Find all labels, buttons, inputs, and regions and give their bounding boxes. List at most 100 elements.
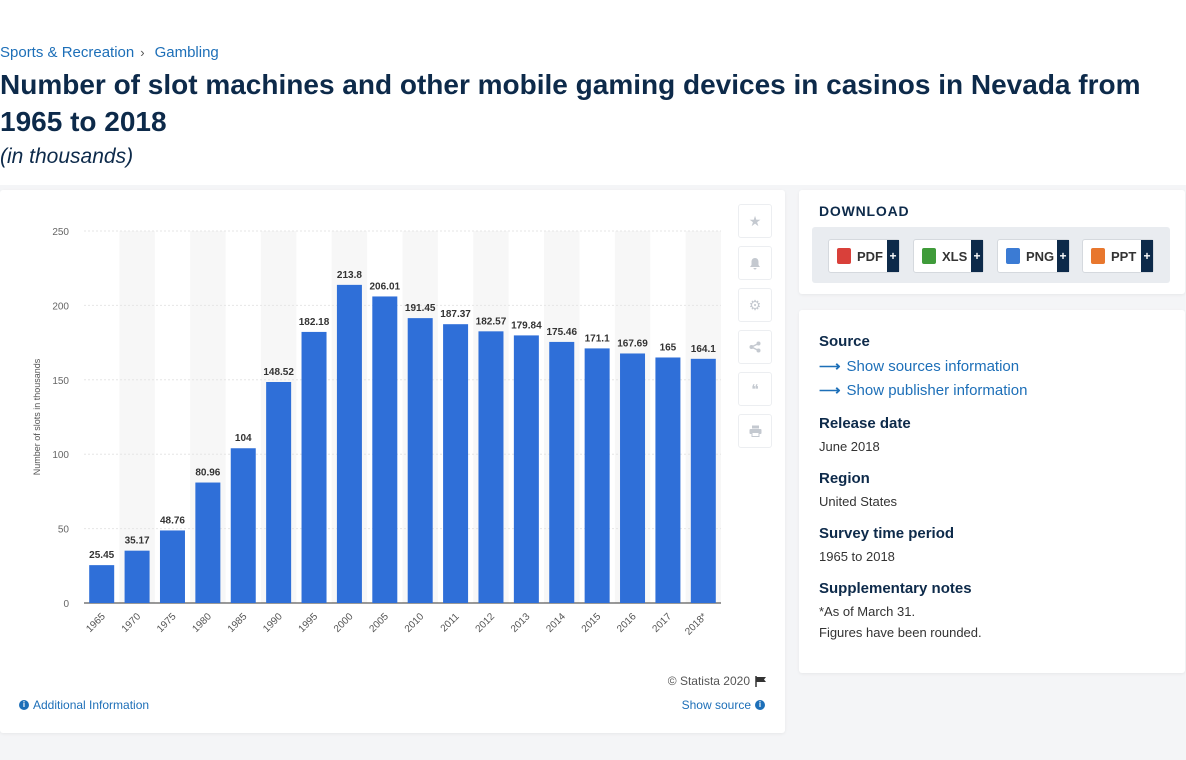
breadcrumb: Sports & Recreation › Gambling [0, 44, 219, 61]
download-card: DOWNLOAD PDF + XLS + PNG + PPT + [799, 190, 1185, 294]
download-xls-label: XLS [942, 248, 968, 264]
x-tick-label: 1980 [190, 611, 214, 635]
region-value: United States [819, 494, 898, 509]
png-file-icon [1006, 248, 1020, 264]
bar [620, 353, 646, 603]
settings-gear-icon[interactable]: ⚙ [738, 288, 772, 322]
bar [549, 341, 575, 603]
bar-value-label: 187.37 [440, 309, 471, 320]
bar-value-label: 25.45 [89, 550, 114, 561]
y-tick-label: 0 [63, 599, 69, 610]
download-ppt-plus[interactable]: + [1141, 240, 1153, 272]
breadcrumb-subcategory-link[interactable]: Gambling [154, 44, 219, 61]
print-icon[interactable] [738, 414, 772, 448]
bar-value-label: 164.1 [691, 344, 716, 355]
bar-value-label: 179.84 [511, 320, 542, 331]
release-date-value: June 2018 [819, 439, 880, 454]
x-tick-label: 1965 [84, 611, 108, 635]
y-axis-label: Number of slots in thousands [32, 358, 42, 475]
download-png-plus[interactable]: + [1057, 240, 1069, 272]
column-shade [119, 231, 155, 603]
cite-quote-icon[interactable]: ❝ [738, 372, 772, 406]
source-heading: Source [819, 333, 870, 350]
x-tick-label: 2012 [474, 611, 498, 635]
bar-value-label: 191.45 [405, 303, 436, 314]
chart-card: 0 50 100 150 200 250 Number of slots in thousa… [0, 190, 785, 733]
supplementary-notes-heading: Supplementary notes [819, 580, 972, 597]
additional-information-label: Additional Information [33, 698, 150, 712]
y-tick-label: 250 [52, 227, 69, 238]
download-xls-plus[interactable]: + [971, 240, 983, 272]
bar [195, 482, 221, 603]
copyright-text: © Statista 2020 [667, 674, 750, 688]
bar-value-label: 35.17 [125, 536, 150, 547]
info-icon: i [19, 700, 29, 710]
bar [513, 335, 539, 603]
y-tick-label: 50 [58, 525, 70, 536]
survey-period-heading: Survey time period [819, 525, 955, 542]
download-pdf-label: PDF [857, 248, 883, 264]
y-tick-label: 200 [52, 301, 69, 312]
flag-icon[interactable] [755, 675, 767, 687]
bar [690, 358, 716, 603]
x-tick-label: 1990 [261, 611, 285, 635]
show-sources-label: Show sources information [846, 357, 1020, 375]
xls-file-icon [922, 248, 936, 264]
download-button-row: PDF + XLS + PNG + PPT + [812, 227, 1170, 283]
favorite-star-icon[interactable]: ★ [738, 204, 772, 238]
x-tick-label: 2015 [580, 611, 604, 635]
download-pdf-plus[interactable]: + [887, 240, 899, 272]
y-tick-label: 100 [52, 450, 69, 461]
breadcrumb-separator: › [140, 45, 145, 60]
breadcrumb-category-link[interactable]: Sports & Recreation [0, 44, 135, 61]
chart-copyright: © Statista 2020 [668, 674, 767, 688]
x-tick-label: 1985 [226, 611, 250, 635]
download-pdf-button[interactable]: PDF + [828, 239, 900, 273]
download-ppt-button[interactable]: PPT + [1082, 239, 1154, 273]
x-tick-label: 2014 [544, 611, 568, 635]
bar-value-label: 171.1 [585, 333, 610, 344]
chart-toolbar: ★ ⚙ ❝ [738, 204, 772, 456]
bar-value-label: 48.76 [160, 515, 185, 526]
download-title: DOWNLOAD [819, 203, 910, 219]
x-tick-label: 2011 [439, 611, 462, 634]
x-tick-label: 2016 [615, 611, 639, 635]
release-date-heading: Release date [819, 415, 911, 432]
page-subtitle: (in thousands) [0, 145, 134, 168]
bar [159, 530, 185, 603]
show-source-link[interactable]: Show source i [682, 698, 765, 712]
supplementary-note-2: Figures have been rounded. [819, 625, 982, 640]
info-icon: i [755, 700, 765, 710]
y-tick-label: 150 [52, 376, 69, 387]
pdf-file-icon [837, 248, 851, 264]
survey-period-value: 1965 to 2018 [819, 549, 895, 564]
bar [584, 348, 610, 603]
bar-value-label: 213.8 [337, 270, 362, 281]
page-header: Sports & Recreation › Gambling Number of… [0, 0, 1186, 185]
download-png-label: PNG [1026, 248, 1055, 264]
x-tick-label: 2010 [403, 611, 427, 635]
additional-information-link[interactable]: i Additional Information [19, 698, 149, 712]
show-publisher-link[interactable]: ⟶ Show publisher information [819, 381, 1027, 400]
x-tick-label: 2018* [683, 611, 709, 637]
page-title: Number of slot machines and other mobile… [0, 69, 1141, 137]
region-heading: Region [819, 470, 870, 487]
supplementary-note-1: *As of March 31. [819, 604, 916, 619]
bar-chart: 0 50 100 150 200 250 Number of slots in thousa… [32, 227, 721, 638]
bar [372, 296, 398, 603]
download-xls-button[interactable]: XLS + [913, 239, 984, 273]
bar [89, 565, 115, 603]
show-source-label: Show source [681, 698, 751, 712]
x-tick-label: 2017 [651, 611, 675, 635]
bar [443, 324, 469, 603]
share-icon[interactable] [738, 330, 772, 364]
notification-bell-icon[interactable] [738, 246, 772, 280]
bar-value-label: 148.52 [263, 367, 294, 378]
arrow-right-icon: ⟶ [819, 358, 841, 375]
bar-value-label: 167.69 [617, 338, 648, 349]
bar-value-label: 165 [660, 342, 677, 353]
download-png-button[interactable]: PNG + [997, 239, 1070, 273]
bar-value-label: 182.57 [476, 316, 507, 327]
show-sources-link[interactable]: ⟶ Show sources information [819, 357, 1020, 376]
bar [124, 550, 150, 603]
